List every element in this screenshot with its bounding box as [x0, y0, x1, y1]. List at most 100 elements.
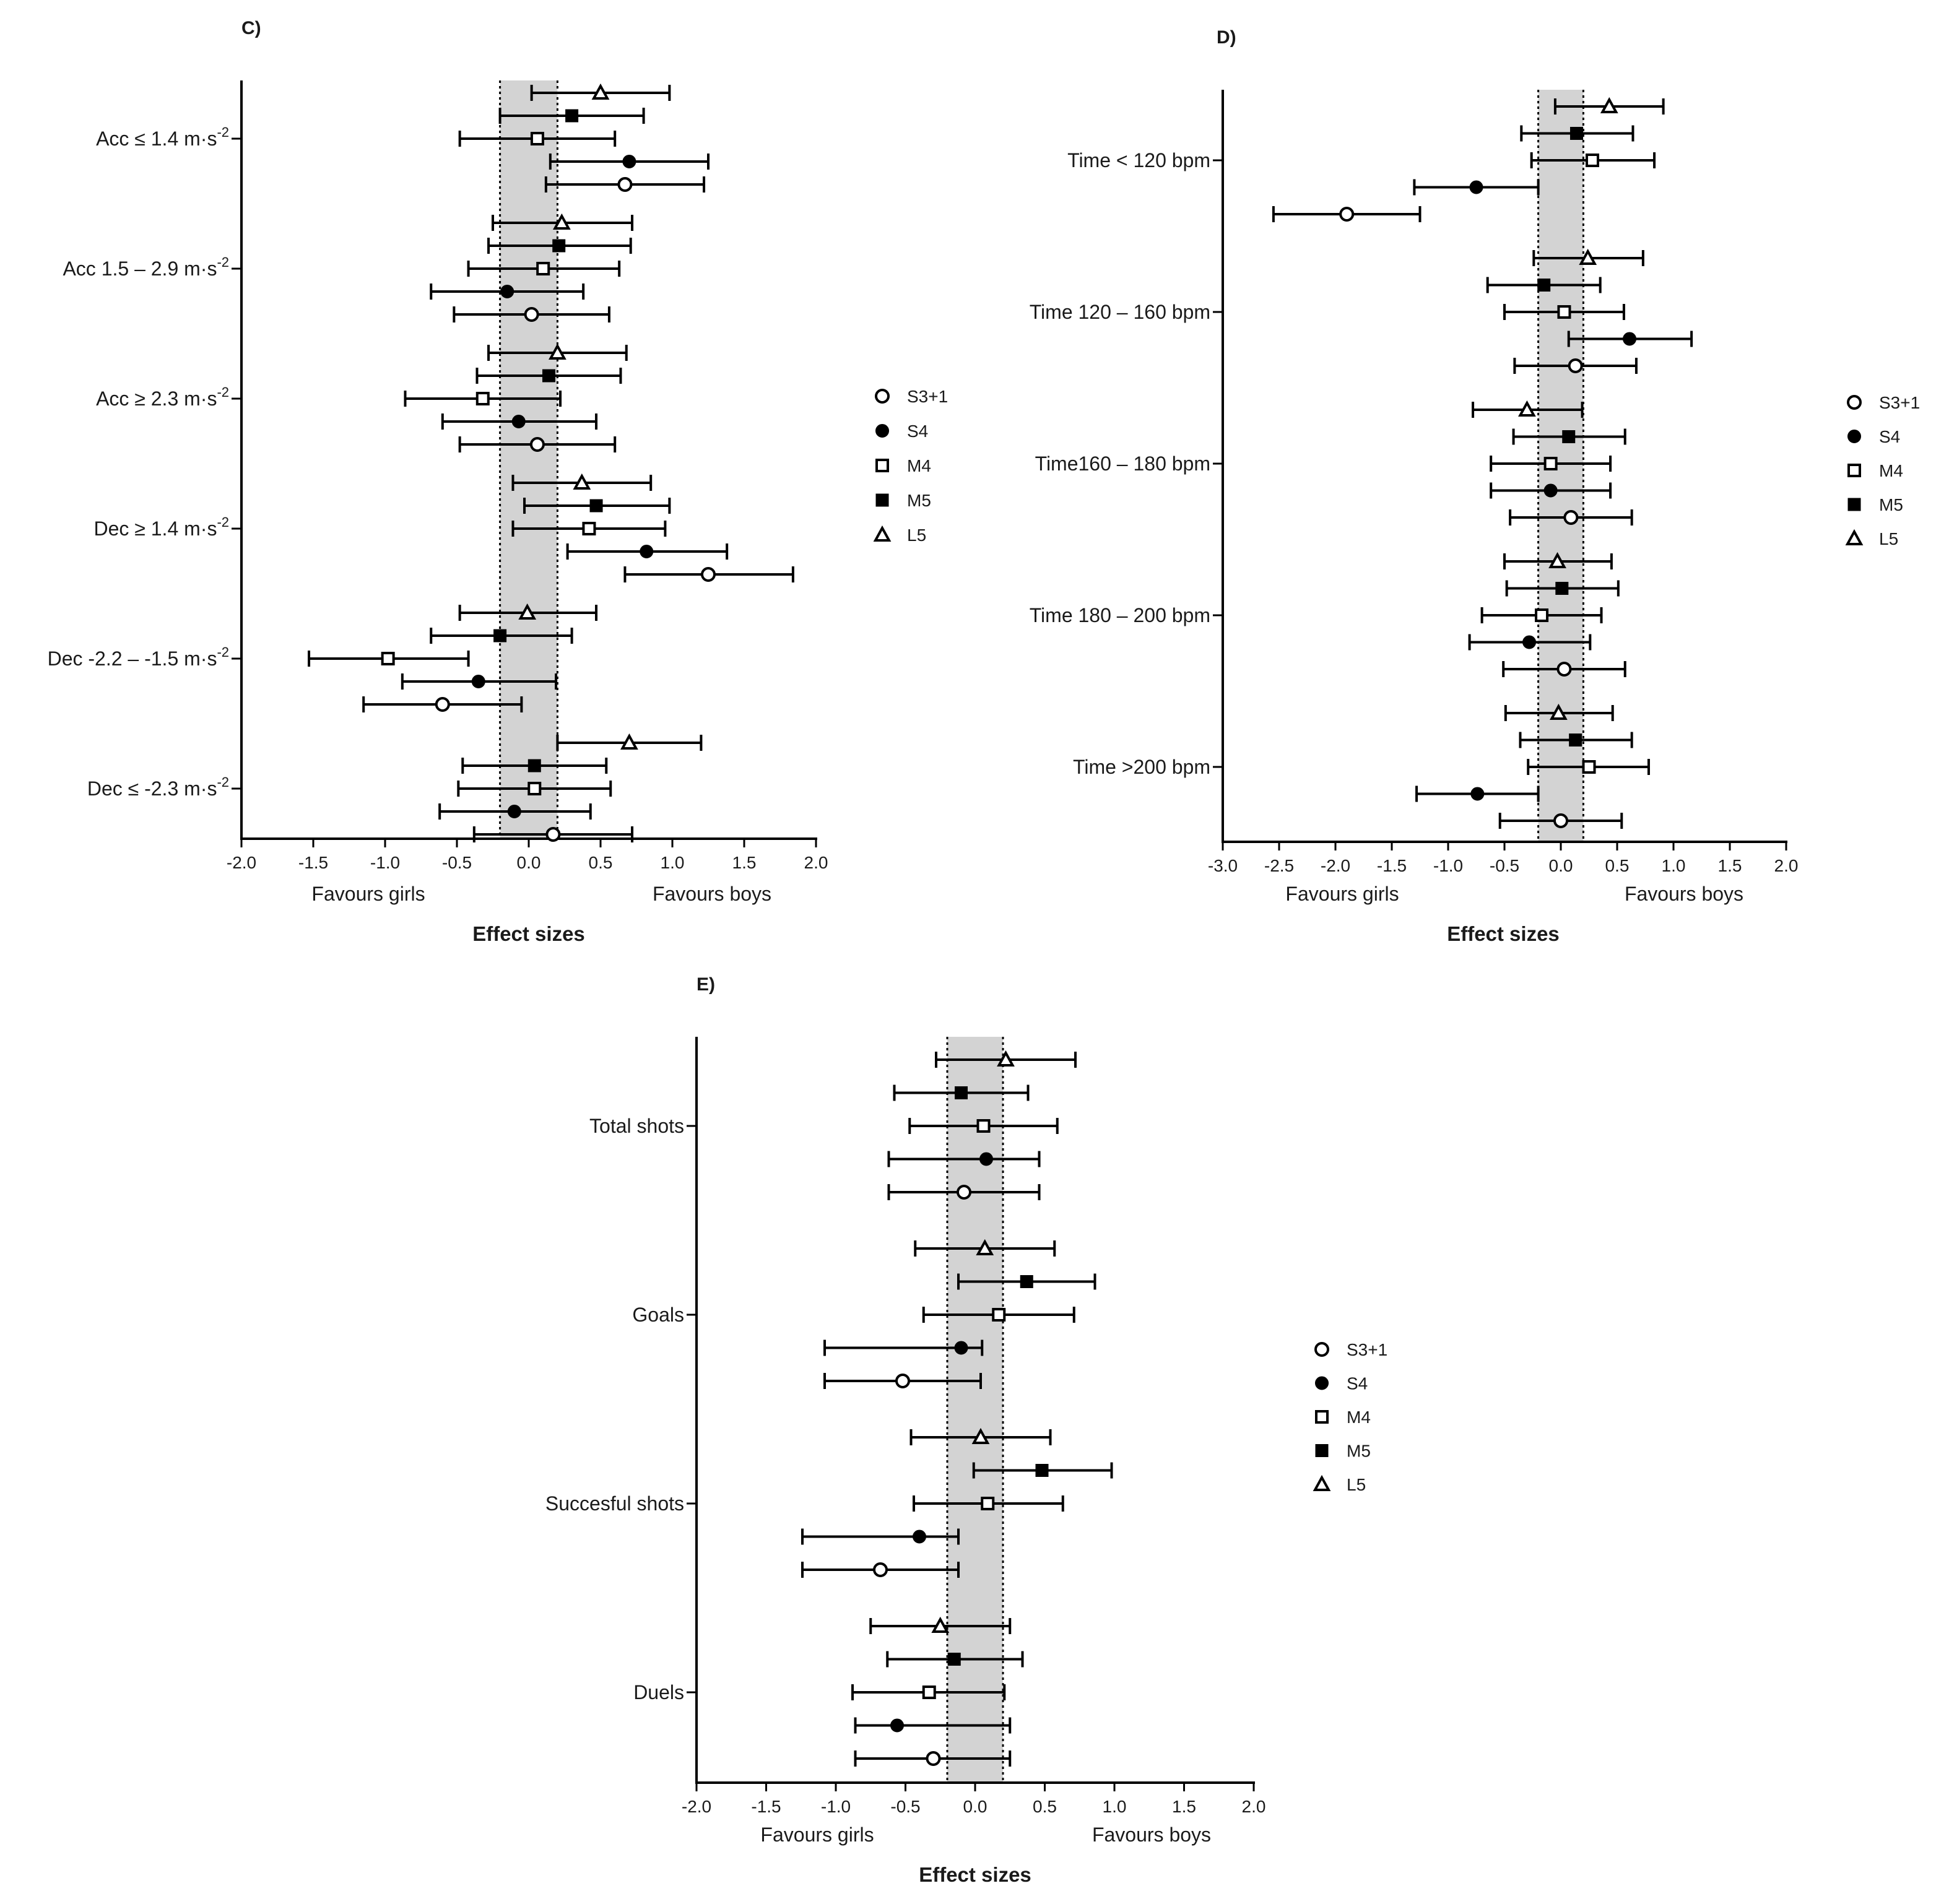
point-m4: [1480, 607, 1603, 623]
legend-label: M5: [1879, 495, 1903, 514]
legend-label: S4: [1347, 1374, 1368, 1393]
point-s3plus1: [823, 1373, 982, 1389]
effect-marker: [1522, 635, 1537, 649]
point-l5: [556, 733, 703, 751]
point-l5: [1503, 552, 1613, 569]
effect-marker: [922, 1685, 936, 1699]
effect-marker: [981, 1497, 995, 1510]
effect-marker: [1537, 279, 1551, 292]
effect-marker: [552, 239, 566, 253]
effect-marker: [622, 155, 636, 168]
legend-label: M5: [1347, 1442, 1371, 1461]
favours-boys-label: Favours boys: [1625, 883, 1743, 905]
legend-marker: [1847, 430, 1861, 443]
point-m4: [511, 521, 667, 537]
point-s3plus1: [801, 1562, 960, 1578]
category-label: Acc 1.5 – 2.9 m·s-2: [63, 254, 229, 280]
effect-marker: [1555, 582, 1569, 595]
point-s3plus1: [623, 566, 794, 582]
effect-marker: [507, 805, 521, 818]
effect-marker: [1548, 552, 1566, 568]
point-m5: [1519, 732, 1633, 748]
x-tick-label: -2.0: [682, 1797, 711, 1816]
effect-marker: [1569, 733, 1582, 746]
point-s3plus1: [362, 696, 523, 712]
effect-marker: [536, 262, 550, 275]
category-label: Goals: [632, 1304, 684, 1326]
x-tick-label: 1.5: [1172, 1797, 1196, 1816]
legend-marker: [1314, 1342, 1329, 1357]
point-l5: [530, 83, 671, 101]
x-tick-label: 0.0: [963, 1797, 988, 1816]
legend-label: S4: [1879, 427, 1900, 446]
legend-label: M5: [907, 491, 931, 510]
point-s3plus1: [458, 436, 617, 452]
category-label: Total shots: [589, 1115, 684, 1137]
point-m4: [908, 1118, 1059, 1134]
panel-c: -2.0 -1.5 -1.0 -0.5 0.0 0.5 1.0 1.5 2.0 Acc ≤ 1.4…: [48, 18, 948, 945]
effect-marker: [500, 285, 514, 298]
x-axis-title: Effect sizes: [1447, 922, 1560, 945]
point-l5: [909, 1427, 1052, 1445]
category-label: Time >200 bpm: [1073, 756, 1210, 778]
legend-marker: [1845, 529, 1864, 545]
trivial-effect-band: [947, 1037, 1003, 1783]
point-l5: [935, 1050, 1077, 1068]
x-tick-label: -2.0: [227, 853, 256, 872]
point-m5: [1486, 277, 1602, 293]
category-label: Acc ≥ 2.3 m·s-2: [96, 384, 229, 410]
effect-marker: [475, 392, 490, 405]
effect-marker: [1556, 662, 1572, 677]
effect-marker: [1535, 608, 1549, 622]
effect-marker: [1469, 180, 1483, 194]
point-l5: [869, 1616, 1012, 1634]
effect-marker: [976, 1119, 991, 1133]
legend: S3+1 S4 M4 M5 L5: [1313, 1340, 1387, 1494]
panel-d: -3.0 -2.5 -2.0 -1.5 -1.0 -0.5 0.0 0.5 1.0 1.5 2.0 T…: [1030, 27, 1920, 945]
x-tick-label: 1.0: [1662, 856, 1686, 875]
x-tick-label: 1.5: [732, 853, 757, 872]
effect-marker: [1557, 305, 1571, 319]
effect-marker: [1470, 787, 1485, 801]
x-tick-label: 2.0: [804, 853, 828, 872]
point-m4: [851, 1684, 1006, 1700]
effect-marker: [947, 1653, 961, 1666]
legend-marker: [1847, 464, 1861, 477]
effect-marker: [890, 1718, 904, 1733]
point-l5: [511, 473, 653, 491]
effect-marker: [1562, 430, 1576, 443]
effect-marker: [552, 213, 571, 230]
point-m4: [404, 391, 562, 407]
point-s4: [401, 673, 558, 690]
effect-marker: [1543, 483, 1558, 498]
effect-marker: [471, 675, 485, 688]
legend-label: S4: [907, 422, 928, 441]
effect-marker: [565, 109, 579, 123]
effect-marker: [1035, 1464, 1049, 1477]
legend-label: M4: [1879, 461, 1903, 480]
trivial-effect-band: [500, 80, 558, 839]
point-m5: [498, 108, 645, 124]
legend-label: L5: [1347, 1475, 1366, 1494]
effect-marker: [931, 1616, 950, 1633]
effect-marker: [1553, 813, 1568, 828]
legend-marker: [1847, 395, 1862, 410]
x-tick-label: 1.5: [1718, 856, 1742, 875]
effect-marker: [955, 1086, 968, 1099]
effect-marker: [530, 132, 544, 145]
effect-marker: [545, 827, 561, 842]
point-s4: [1490, 482, 1612, 499]
effect-marker: [1568, 358, 1583, 373]
effect-marker: [591, 83, 610, 100]
effect-marker: [589, 499, 603, 513]
legend-label: S3+1: [1347, 1340, 1387, 1359]
point-s4: [801, 1528, 960, 1545]
point-m5: [893, 1084, 1030, 1101]
legend-marker: [1847, 498, 1861, 511]
effect-marker: [1585, 154, 1599, 167]
point-m4: [458, 131, 617, 147]
effect-marker: [529, 437, 545, 452]
point-s4: [1415, 785, 1540, 802]
